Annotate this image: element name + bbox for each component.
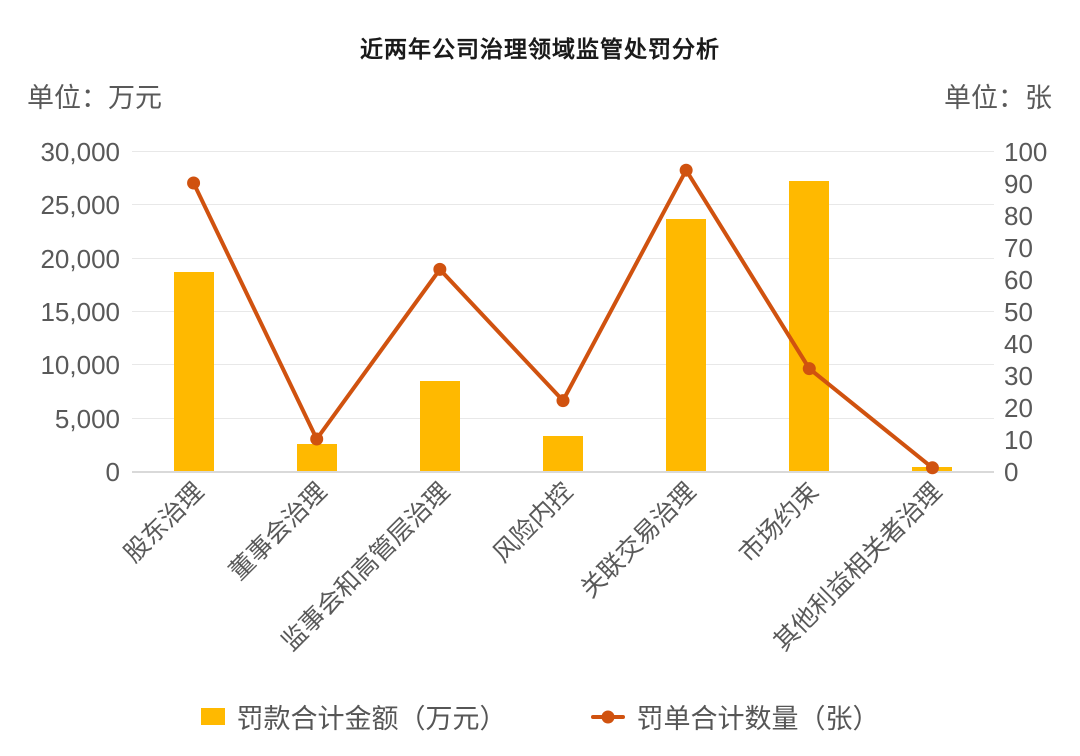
line-series-label: 罚单合计数量（张） [636,704,880,734]
x-axis-label: 风险内控 [487,477,579,569]
chart-title: 近两年公司治理领域监管处罚分析 [360,36,720,62]
right-axis-tick-label: 20 [1004,393,1033,423]
line-point [310,432,324,446]
right-axis-tick-label: 60 [1004,265,1033,295]
left-axis: 30,000 25,000 20,000 15,000 10,000 5,000 0 [0,137,120,487]
right-axis-tick-label: 50 [1004,297,1033,327]
legend-item-bar: 罚款合计金额（万元） [200,697,507,736]
gridline [132,257,994,259]
right-axis-unit-label: 单位：张 [944,83,1052,113]
x-axis-label: 股东治理 [118,477,209,569]
right-axis-tick-label: 80 [1004,201,1033,231]
left-axis-tick-label: 0 [105,457,120,487]
left-axis-tick-label: 25,000 [40,190,120,221]
bar [419,381,460,471]
right-axis-tick-label: 70 [1004,233,1033,263]
line-series-marker-icon [590,710,625,723]
bar [543,435,583,471]
line-point [925,461,939,475]
line-point [433,262,447,276]
left-axis-unit-label: 单位：万元 [27,83,162,113]
left-axis-tick-label: 10,000 [40,350,120,381]
x-axis-label: 董事会治理 [223,477,333,586]
line-point [187,176,201,190]
line-series-layer [187,163,939,475]
x-axis-label: 关联交易治理 [575,477,702,604]
plot-area [132,151,994,475]
right-axis-tick-label: 40 [1004,329,1033,359]
right-axis-tick-label: 10 [1004,425,1033,455]
gridline [132,151,994,152]
right-axis-tick-label: 30 [1004,361,1033,391]
bar [296,444,337,471]
bar [666,219,707,471]
line-point [679,163,693,177]
legend-item-line: 罚单合计数量（张） [590,697,880,736]
left-axis-tick-label: 5,000 [54,403,120,434]
right-axis-tick-label: 100 [1004,137,1048,167]
left-axis-tick-label: 15,000 [40,297,120,327]
right-axis-tick-label: 90 [1004,169,1033,199]
left-axis-tick-label: 30,000 [40,137,120,167]
right-axis: 100 90 80 70 60 50 40 30 20 10 0 [1004,137,1080,487]
bar-series-swatch [200,708,225,725]
x-axis-baseline [132,471,994,473]
line-point [556,394,570,408]
x-axis-label: 市场约束 [734,477,825,569]
line-point [802,362,816,376]
left-axis-tick-label: 20,000 [40,243,120,274]
gridline [132,204,994,206]
legend: 罚款合计金额（万元） 罚单合计数量（张） [0,697,1080,736]
right-axis-tick-label: 0 [1004,457,1019,487]
bar [173,271,214,471]
bar-series-label: 罚款合计金额（万元） [236,704,507,734]
gridline [132,417,994,419]
gridline [132,311,994,312]
bar [789,180,830,471]
gridline [132,364,994,366]
line-series [191,166,934,470]
